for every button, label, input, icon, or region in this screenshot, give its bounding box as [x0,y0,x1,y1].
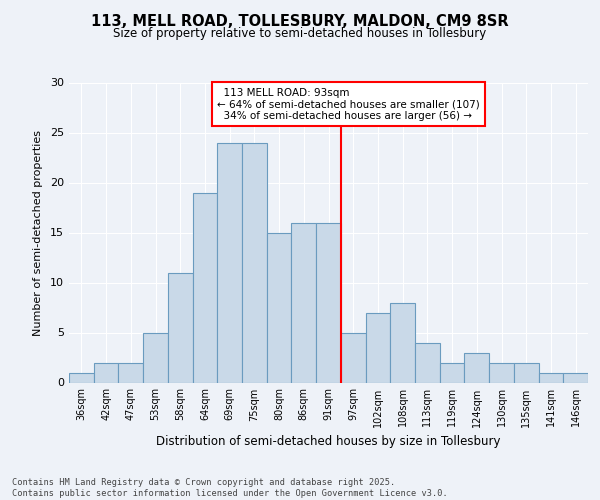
Text: Size of property relative to semi-detached houses in Tollesbury: Size of property relative to semi-detach… [113,28,487,40]
Y-axis label: Number of semi-detached properties: Number of semi-detached properties [33,130,43,336]
Bar [118,362,143,382]
Bar [415,342,440,382]
Bar [464,352,489,382]
Bar [514,362,539,382]
Bar [365,312,390,382]
Bar [267,232,292,382]
Bar [440,362,464,382]
Bar [292,222,316,382]
Bar [316,222,341,382]
Bar [168,272,193,382]
Bar [539,372,563,382]
X-axis label: Distribution of semi-detached houses by size in Tollesbury: Distribution of semi-detached houses by … [156,435,501,448]
Bar [242,142,267,382]
Bar [143,332,168,382]
Text: Contains HM Land Registry data © Crown copyright and database right 2025.
Contai: Contains HM Land Registry data © Crown c… [12,478,448,498]
Bar [390,302,415,382]
Bar [69,372,94,382]
Bar [563,372,588,382]
Bar [94,362,118,382]
Bar [193,192,217,382]
Text: 113, MELL ROAD, TOLLESBURY, MALDON, CM9 8SR: 113, MELL ROAD, TOLLESBURY, MALDON, CM9 … [91,14,509,29]
Bar [217,142,242,382]
Text: 113 MELL ROAD: 93sqm
← 64% of semi-detached houses are smaller (107)
  34% of se: 113 MELL ROAD: 93sqm ← 64% of semi-detac… [217,88,480,120]
Bar [489,362,514,382]
Bar [341,332,365,382]
